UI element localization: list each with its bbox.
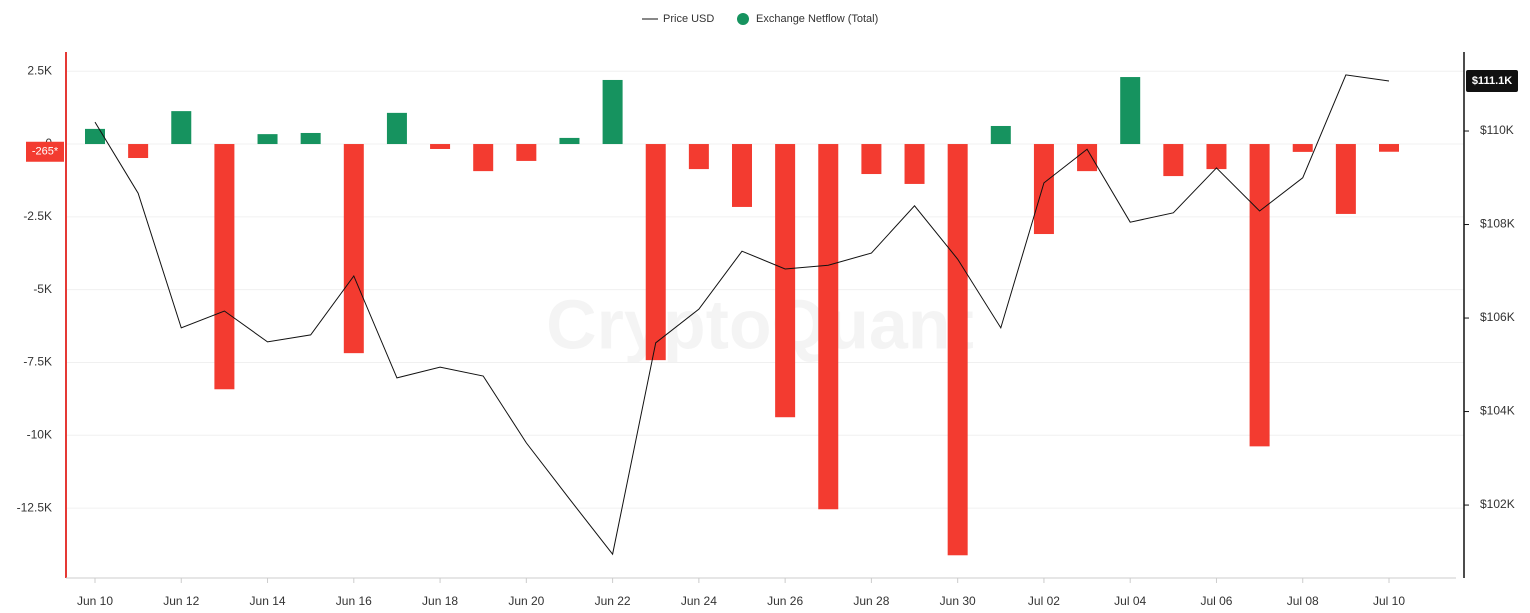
x-tick-label: Jul 04 xyxy=(1114,594,1146,608)
x-tick-label: Jun 12 xyxy=(163,594,199,608)
bar xyxy=(1163,144,1184,177)
current-value-box xyxy=(26,141,64,162)
y2-tick-label: $110K xyxy=(1480,123,1514,137)
y-tick-label: -7.5K xyxy=(23,355,52,369)
bar xyxy=(1033,144,1054,235)
bar xyxy=(128,144,149,159)
bar xyxy=(1206,144,1227,170)
x-tick-label: Jun 22 xyxy=(595,594,631,608)
bar xyxy=(300,132,321,145)
x-tick-label: Jun 30 xyxy=(940,594,976,608)
legend-label: Price USD xyxy=(663,13,714,25)
y2-tick-label: $102K xyxy=(1480,497,1515,511)
bar xyxy=(688,144,709,170)
x-tick-label: Jun 10 xyxy=(77,594,113,608)
current-value-label: -265* xyxy=(32,146,59,158)
x-tick-label: Jun 16 xyxy=(336,594,372,608)
bar xyxy=(904,144,925,184)
y-tick-label: -10K xyxy=(27,427,52,441)
x-tick-label: Jun 14 xyxy=(250,594,286,608)
y2-tick-label: $106K xyxy=(1480,310,1515,324)
bar xyxy=(1120,77,1141,145)
x-tick-label: Jun 26 xyxy=(767,594,803,608)
y-tick-label: -5K xyxy=(33,282,52,296)
bar xyxy=(1379,144,1399,152)
x-tick-label: Jun 24 xyxy=(681,594,717,608)
y-tick-label: 2.5K xyxy=(27,63,52,77)
bar xyxy=(343,144,364,354)
bar xyxy=(559,137,580,145)
bar xyxy=(645,144,666,361)
price-line xyxy=(94,74,1390,556)
bar xyxy=(85,128,105,145)
bar xyxy=(386,112,407,145)
legend-dot xyxy=(737,13,749,25)
current-price-label: $111.1K xyxy=(1472,75,1512,87)
legend-label: Exchange Netflow (Total) xyxy=(756,13,878,25)
x-tick-label: Jul 08 xyxy=(1287,594,1319,608)
bar xyxy=(214,144,235,390)
x-tick-label: Jun 20 xyxy=(508,594,544,608)
bar xyxy=(732,144,752,207)
y-tick-label: -12.5K xyxy=(17,500,52,514)
x-tick-label: Jun 18 xyxy=(422,594,458,608)
bar xyxy=(602,79,623,145)
bar xyxy=(818,144,839,510)
x-tick-label: Jun 28 xyxy=(853,594,889,608)
bar xyxy=(861,144,882,175)
x-tick-label: Jul 02 xyxy=(1028,594,1060,608)
watermark: CryptoQuant xyxy=(546,285,974,363)
bar xyxy=(430,144,451,149)
y2-tick-label: $104K xyxy=(1480,404,1515,418)
x-tick-label: Jul 06 xyxy=(1200,594,1232,608)
bar xyxy=(947,144,968,556)
x-tick-label: Jul 10 xyxy=(1373,594,1405,608)
y2-tick-label: $108K xyxy=(1480,217,1515,231)
bar xyxy=(1249,144,1270,447)
bar xyxy=(171,111,192,145)
bar xyxy=(1292,144,1313,152)
bar xyxy=(1077,144,1098,172)
bar xyxy=(473,144,494,172)
bar xyxy=(257,134,278,145)
bar xyxy=(775,144,796,418)
bar xyxy=(1335,144,1356,214)
bar xyxy=(990,125,1011,145)
y-tick-label: -2.5K xyxy=(23,209,52,223)
bar xyxy=(516,144,537,161)
current-price-box xyxy=(1466,69,1518,92)
